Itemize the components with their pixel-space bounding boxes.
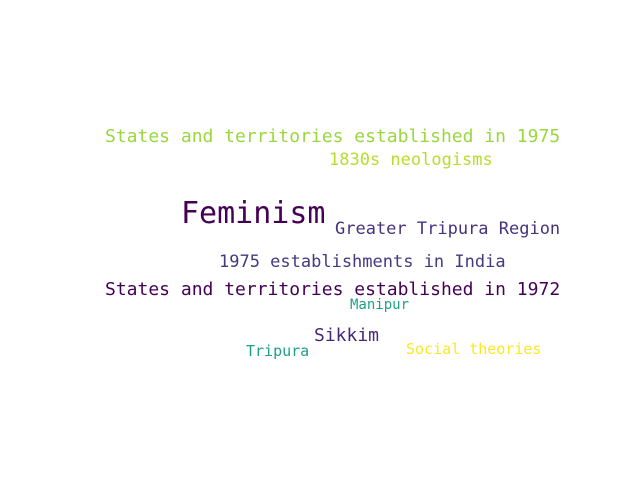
word-tripura: Tripura	[246, 342, 310, 360]
word-social-theories: Social theories	[406, 340, 542, 358]
word-greater-tripura-region: Greater Tripura Region	[335, 219, 561, 239]
word-manipur: Manipur	[350, 297, 410, 313]
word-feminism: Feminism	[181, 196, 326, 231]
word-sikkim: Sikkim	[314, 325, 380, 346]
word-states-territories-1972: States and territories established in 19…	[105, 279, 561, 300]
word-1830s-neologisms: 1830s neologisms	[329, 150, 493, 170]
word-1975-establishments-india: 1975 establishments in India	[219, 252, 506, 272]
word-states-territories-1975: States and territories established in 19…	[105, 126, 561, 147]
